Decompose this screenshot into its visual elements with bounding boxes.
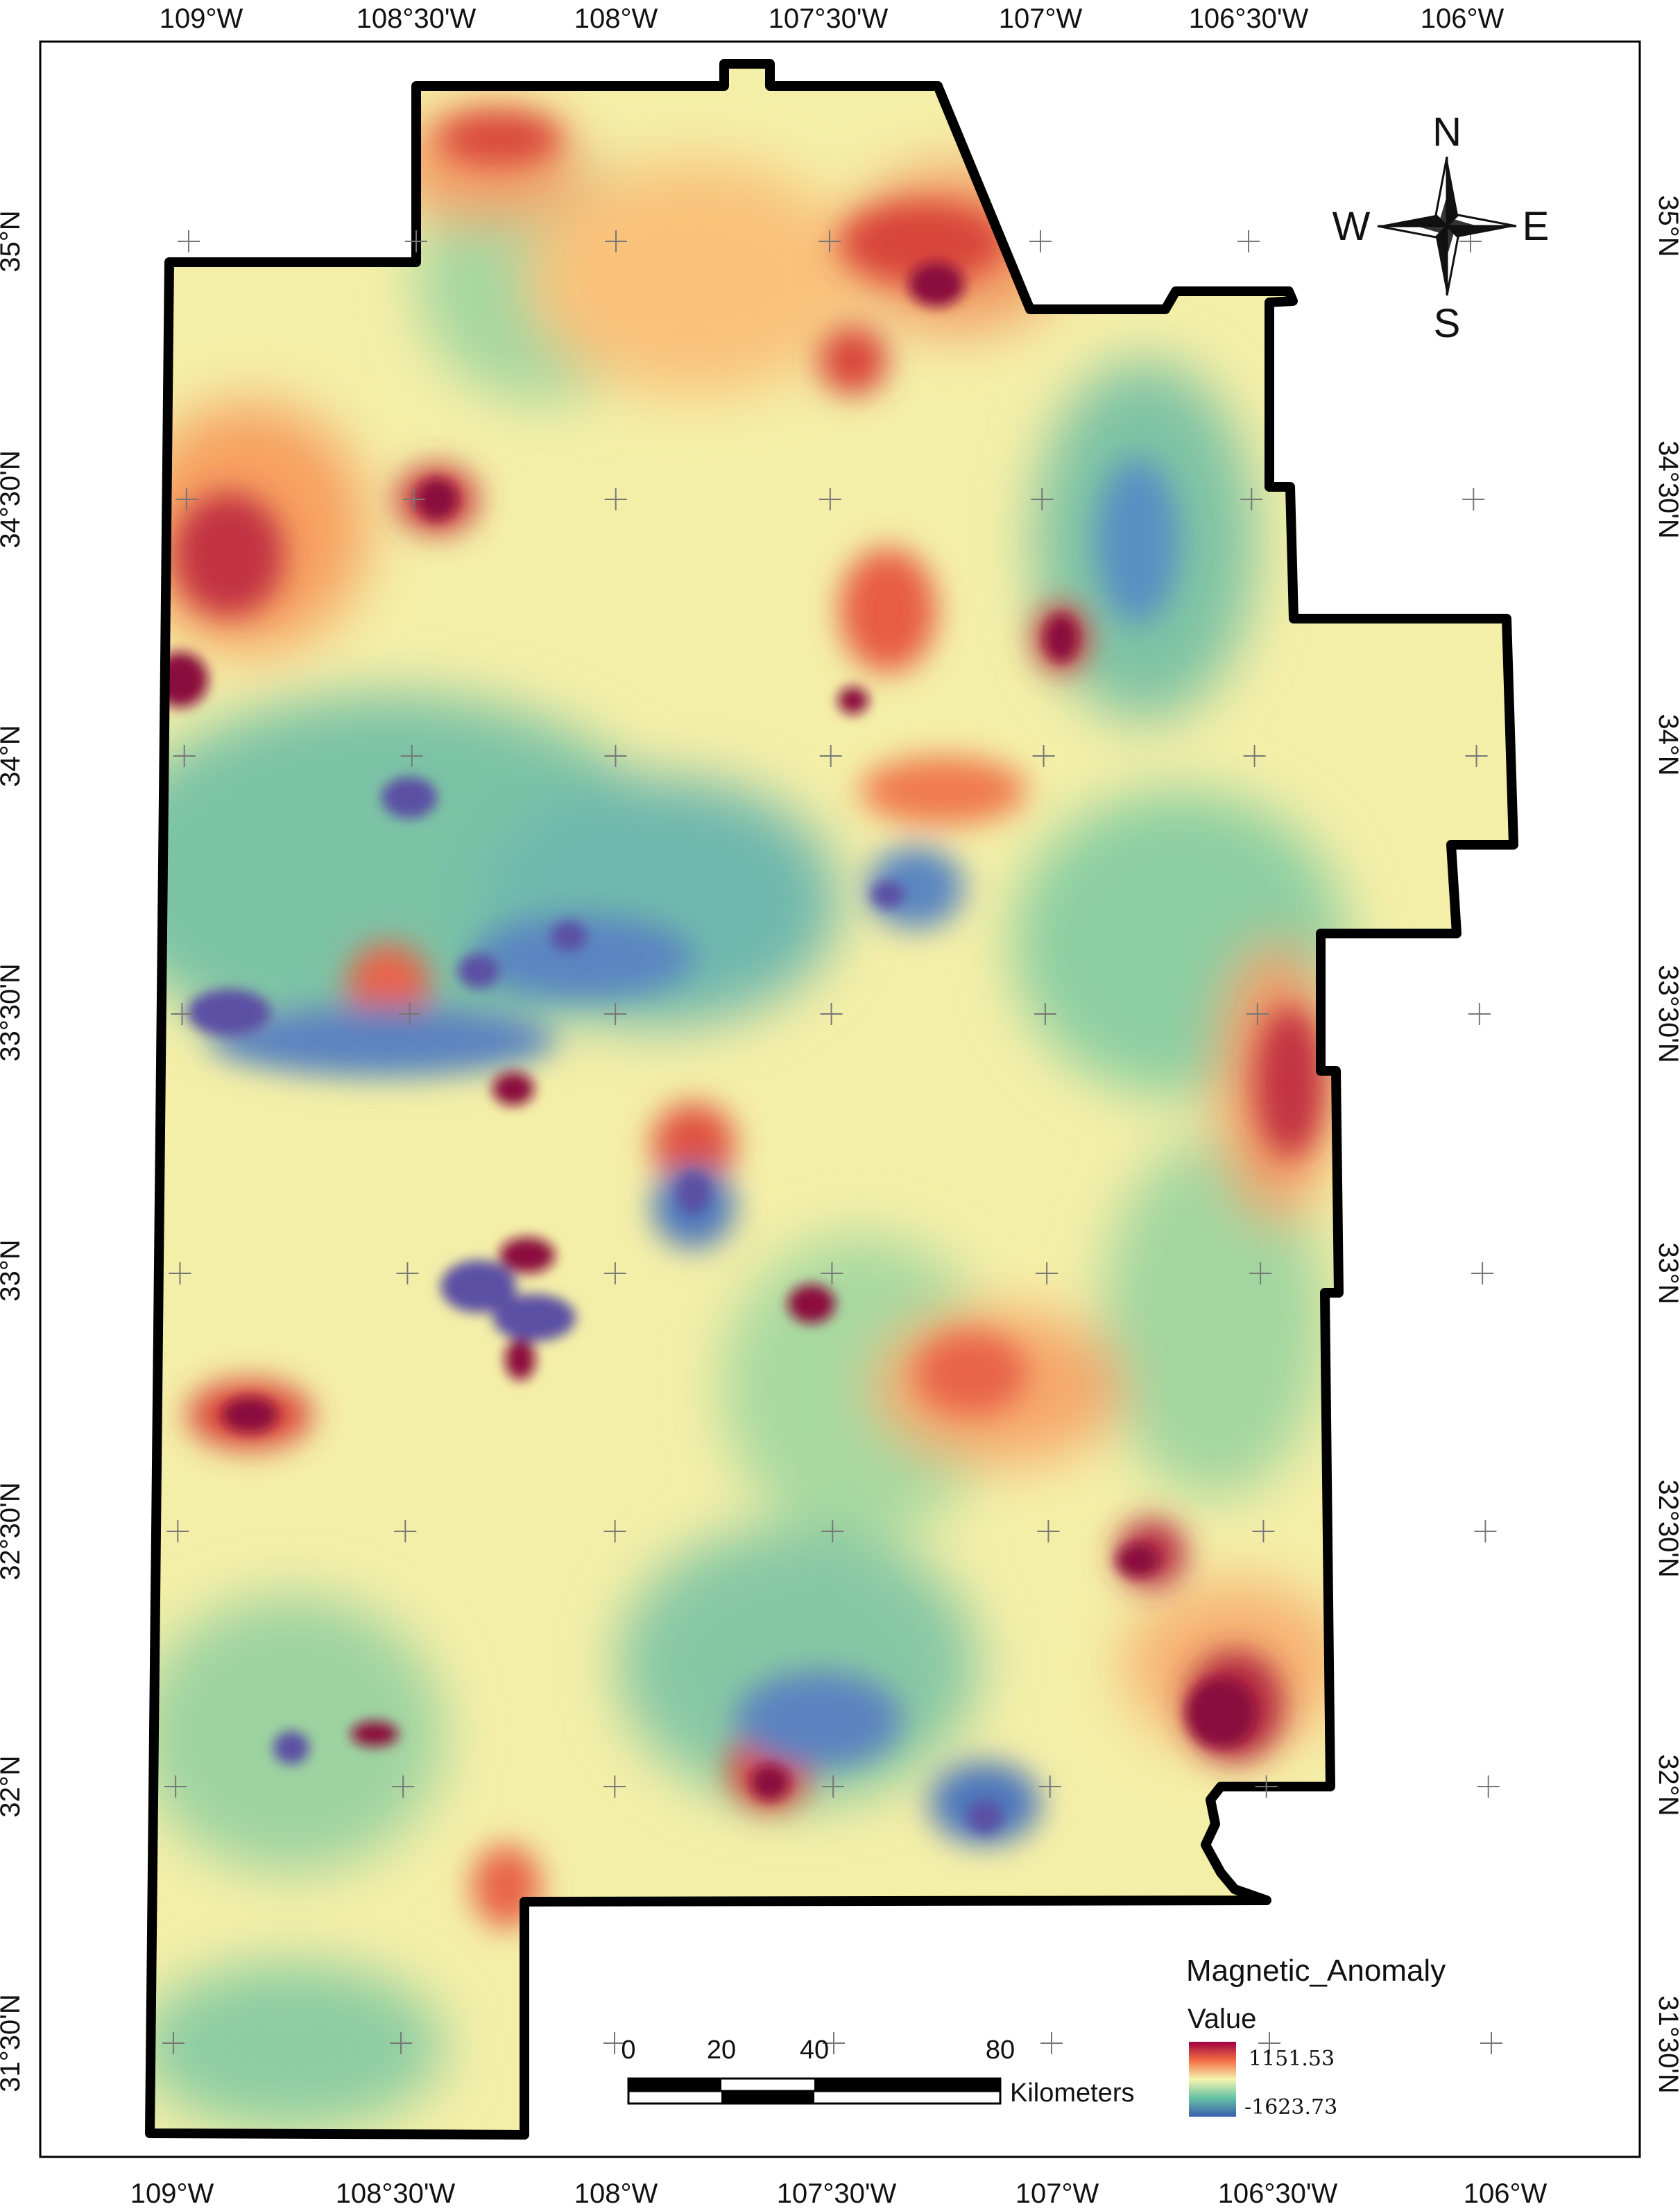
lon-label-top: 109°W xyxy=(160,3,243,34)
lat-label-right: 34°N xyxy=(1653,714,1680,775)
north-arrow: N S E W xyxy=(1332,110,1550,346)
legend: Magnetic_Anomaly Value 1151.53 -1623.73 xyxy=(1186,1954,1446,2119)
bottom-longitude-labels: 109°W 108°30'W 108°W 107°30'W 107°W 106°… xyxy=(130,2178,1548,2209)
lat-label-right: 35°N xyxy=(1653,195,1680,257)
legend-max-label: 1151.53 xyxy=(1249,2047,1335,2071)
lon-label-top: 106°30'W xyxy=(1189,3,1309,34)
map-frame xyxy=(39,40,1641,2158)
compass-rose-icon xyxy=(1377,156,1517,296)
legend-title: Magnetic_Anomaly xyxy=(1186,1954,1446,1988)
scale-unit: Kilometers xyxy=(1010,2079,1135,2108)
graticule-crosses xyxy=(162,230,1502,2054)
lon-label-top: 108°30'W xyxy=(357,3,477,34)
lon-label-bottom: 106°W xyxy=(1464,2178,1548,2209)
lat-label-right: 34°30'N xyxy=(1653,440,1680,539)
legend-subtitle: Value xyxy=(1188,2004,1256,2034)
top-longitude-labels: 109°W 108°30'W 108°W 107°30'W 107°W 106°… xyxy=(160,3,1505,34)
lat-label-left: 33°N xyxy=(0,1239,26,1301)
lat-label-right: 33°30'N xyxy=(1653,965,1680,1063)
lon-label-bottom: 108°W xyxy=(574,2178,658,2209)
lon-label-top: 106°W xyxy=(1421,3,1505,34)
lat-label-left: 34°N xyxy=(0,725,26,786)
scale-tick-label: 40 xyxy=(800,2036,829,2065)
study-area-boundary xyxy=(145,59,1518,2140)
lat-label-right: 32°N xyxy=(1653,1754,1680,1816)
lat-label-left: 32°N xyxy=(0,1755,26,1817)
scale-tick-label: 0 xyxy=(621,2036,635,2065)
lon-label-bottom: 107°W xyxy=(1015,2178,1099,2209)
compass-north: N xyxy=(1432,110,1462,155)
compass-west: W xyxy=(1332,204,1371,249)
lon-label-bottom: 106°30'W xyxy=(1218,2178,1338,2209)
lon-label-bottom: 107°30'W xyxy=(777,2178,897,2209)
left-latitude-labels: 35°N 34°30'N 34°N 33°30'N 33°N 32°30'N 3… xyxy=(0,210,26,2092)
lon-label-bottom: 108°30'W xyxy=(336,2178,456,2209)
lon-label-bottom: 109°W xyxy=(130,2178,214,2209)
scale-bar: 0 20 40 80 Kilometers xyxy=(621,2036,1134,2108)
lon-label-top: 108°W xyxy=(574,3,658,34)
legend-min-label: -1623.73 xyxy=(1244,2095,1337,2119)
compass-east: E xyxy=(1523,204,1550,249)
lat-label-left: 34°30'N xyxy=(0,450,26,549)
right-latitude-labels: 35°N 34°30'N 34°N 33°30'N 33°N 32°30'N 3… xyxy=(1653,195,1680,2093)
lat-label-left: 33°30'N xyxy=(0,963,26,1062)
lat-label-left: 35°N xyxy=(0,210,26,272)
lat-label-left: 31°30'N xyxy=(0,1994,26,2092)
scale-tick-label: 20 xyxy=(707,2036,736,2065)
lat-label-right: 32°30'N xyxy=(1653,1479,1680,1578)
lat-label-right: 33°N xyxy=(1653,1242,1680,1304)
lon-label-top: 107°30'W xyxy=(769,3,889,34)
lat-label-right: 31°30'N xyxy=(1653,1995,1680,2094)
scale-tick-label: 80 xyxy=(986,2036,1015,2065)
legend-color-ramp xyxy=(1189,2042,1236,2117)
compass-south: S xyxy=(1434,301,1461,346)
lon-label-top: 107°W xyxy=(999,3,1083,34)
lat-label-left: 32°30'N xyxy=(0,1482,26,1581)
anomaly-raster xyxy=(150,64,1514,2135)
